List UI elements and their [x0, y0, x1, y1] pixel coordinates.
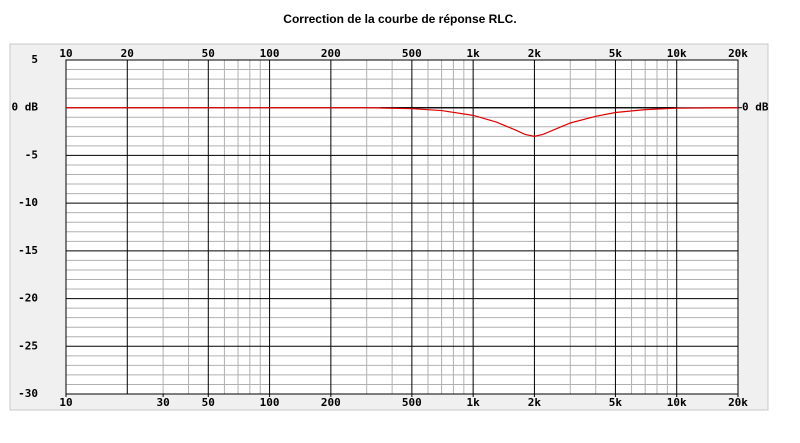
x-tick-label: 100 — [260, 396, 280, 409]
y-tick-label: 5 — [31, 53, 38, 66]
x2-tick-label: 1k — [467, 47, 481, 60]
x2-tick-label: 5k — [609, 47, 623, 60]
y-tick-label: -10 — [18, 196, 38, 209]
x2-tick-label: 10 — [59, 47, 72, 60]
x-tick-label: 1k — [467, 396, 481, 409]
line-series — [66, 107, 739, 137]
x-tick-label: 20k — [728, 396, 748, 409]
x-tick-label: 10 — [59, 396, 72, 409]
x-tick-label: 50 — [202, 396, 215, 409]
plot-border — [65, 59, 739, 395]
y-tick-label: -20 — [18, 292, 38, 305]
y-tick-label: -30 — [18, 387, 38, 400]
plot-area — [65, 59, 739, 395]
x-tick-label: 10k — [667, 396, 687, 409]
x-tick-label: 30 — [157, 396, 170, 409]
y2-tick-label: 0 dB — [742, 101, 769, 114]
chart-title: Correction de la courbe de réponse RLC. — [283, 12, 516, 26]
y-tick-label: -5 — [25, 148, 38, 161]
x2-tick-label: 20 — [121, 47, 134, 60]
x2-tick-label: 200 — [321, 47, 341, 60]
x2-tick-label: 2k — [528, 47, 542, 60]
x-tick-label: 5k — [609, 396, 623, 409]
x-tick-label: 500 — [402, 396, 422, 409]
x-tick-label: 2k — [528, 396, 542, 409]
x-tick-label: 200 — [321, 396, 341, 409]
x2-tick-label: 20k — [728, 47, 748, 60]
x2-tick-label: 500 — [402, 47, 422, 60]
x2-tick-label: 100 — [260, 47, 280, 60]
y-tick-label: 0 dB — [12, 101, 39, 114]
x2-tick-label: 50 — [202, 47, 215, 60]
x2-tick-label: 10k — [667, 47, 687, 60]
y-tick-label: -25 — [18, 339, 38, 352]
y-tick-label: -15 — [18, 244, 38, 257]
